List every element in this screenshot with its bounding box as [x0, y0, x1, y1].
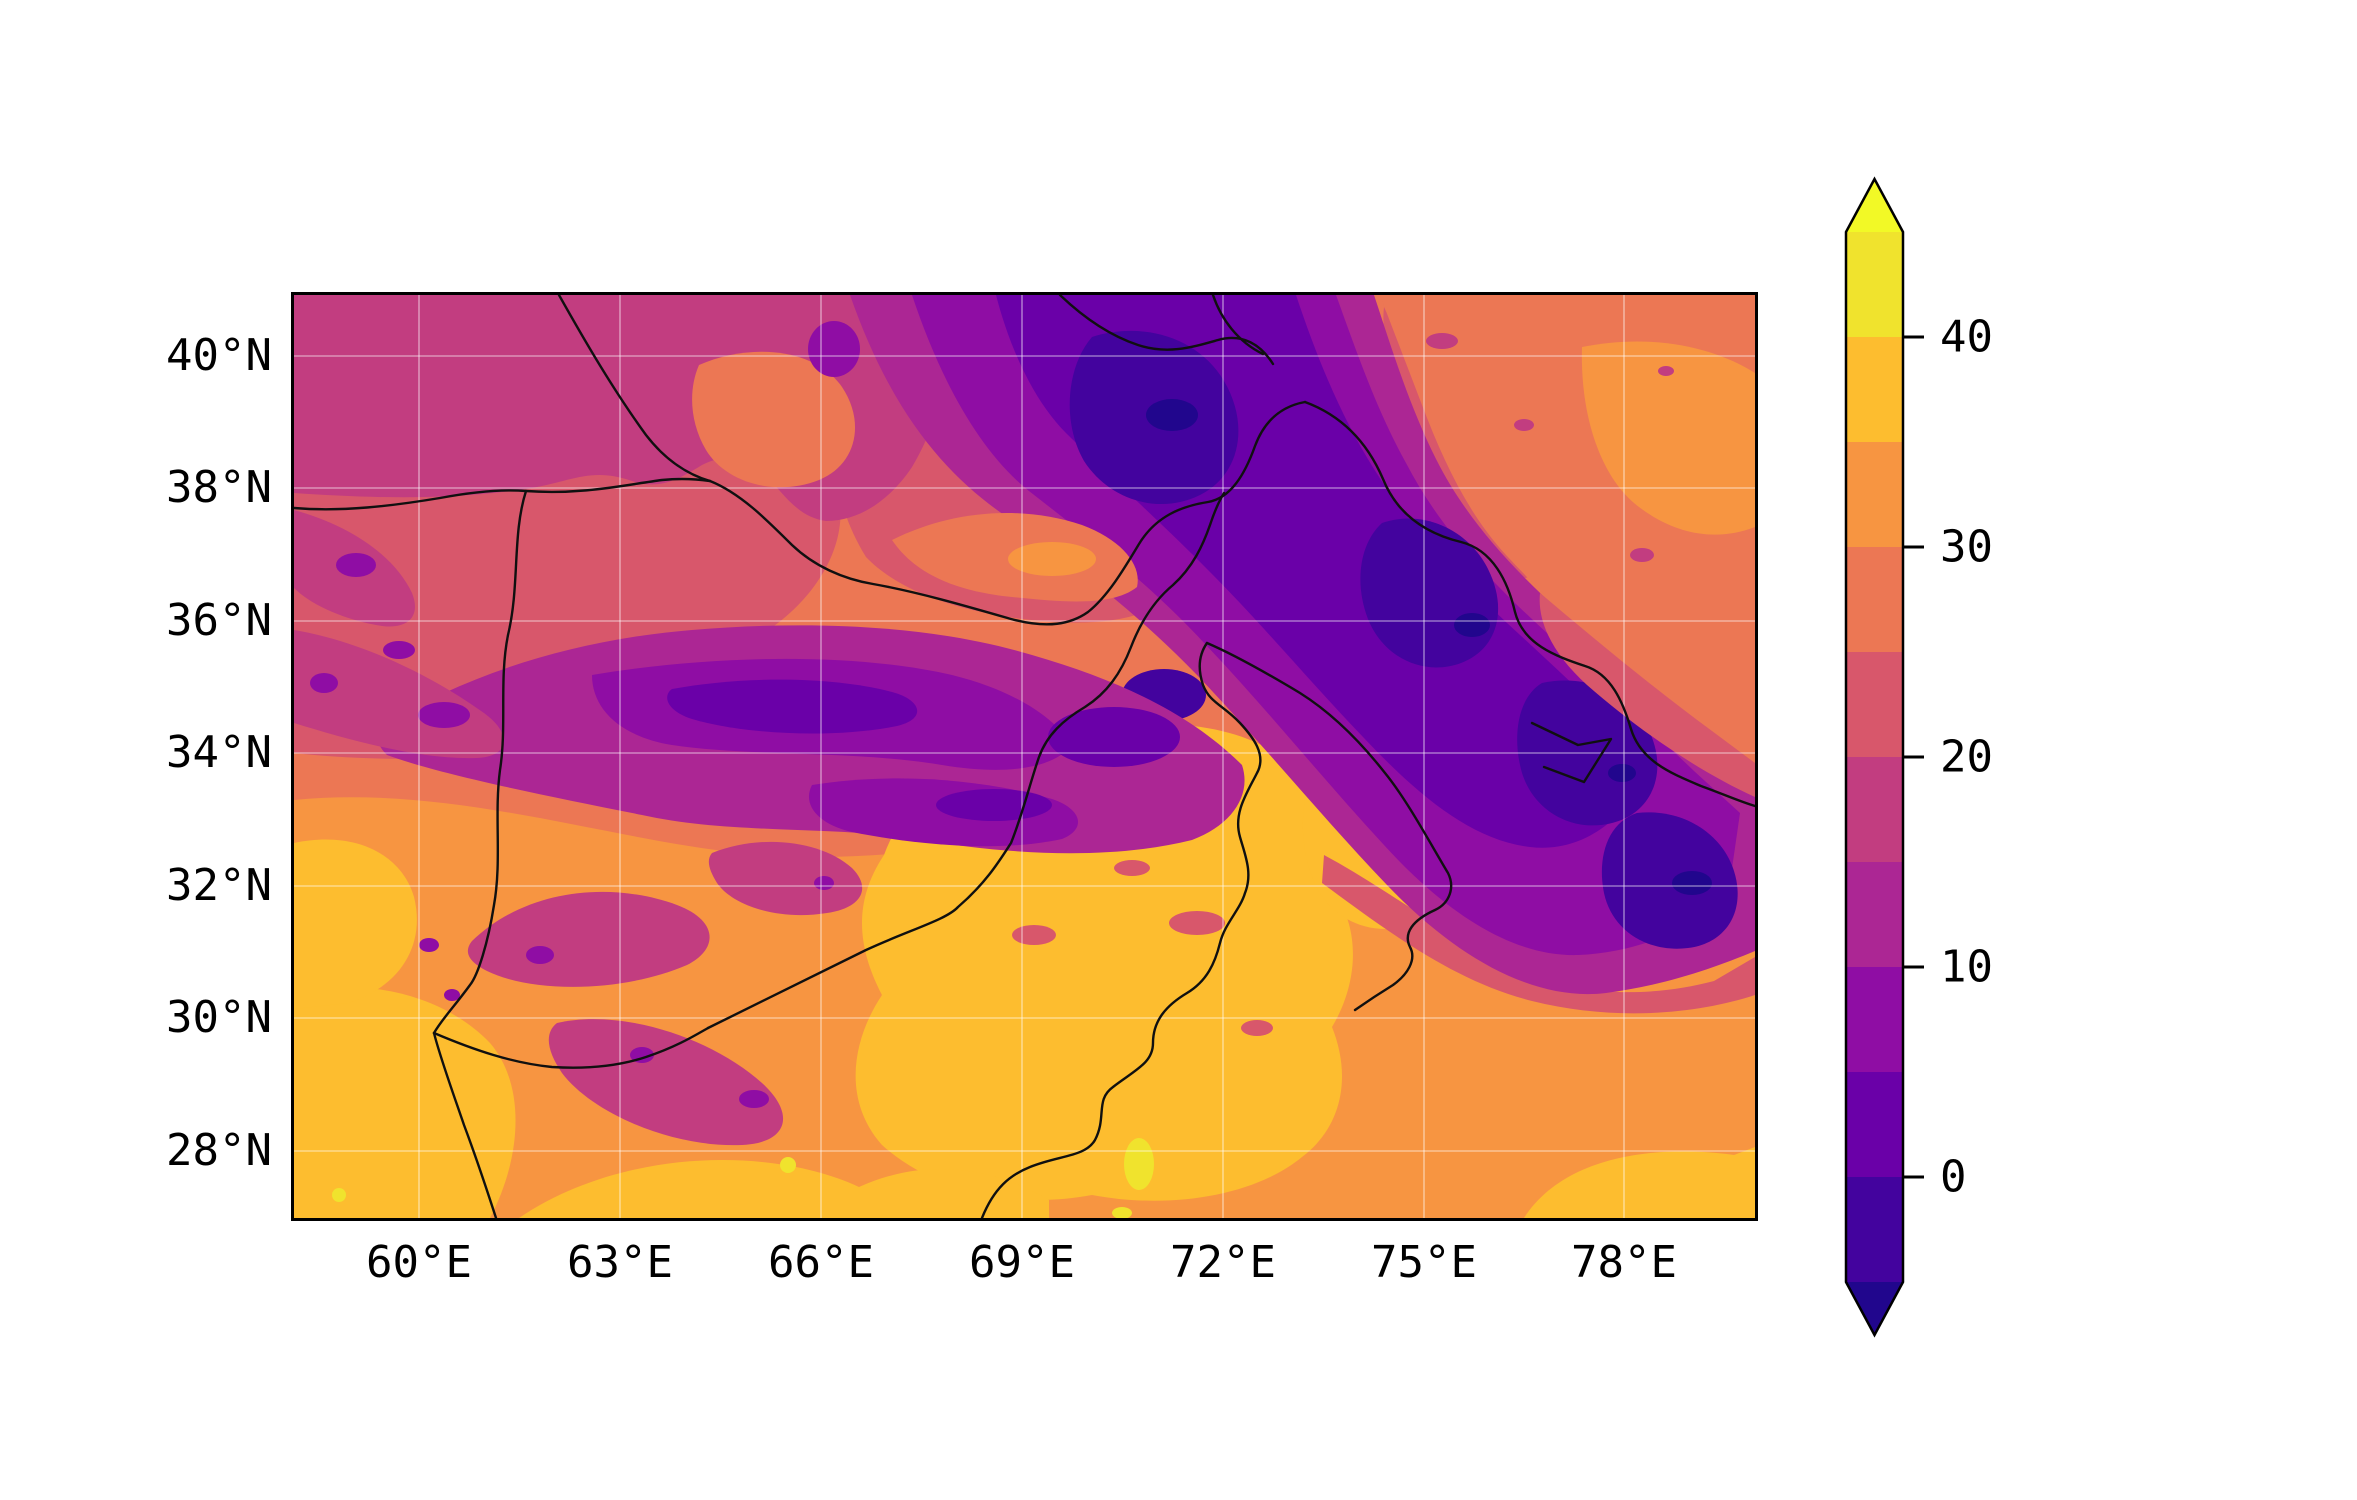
colorbar-outline — [1844, 176, 1905, 1338]
colorbar-band — [1846, 862, 1903, 967]
x-tick-label: 78°E — [1571, 1237, 1677, 1288]
colorbar-band — [1846, 967, 1903, 1072]
colorbar-under-arrow — [1846, 1282, 1903, 1335]
map-gridlines — [294, 295, 1755, 1218]
x-tick-label: 69°E — [969, 1237, 1075, 1288]
country-borders — [294, 295, 1755, 1218]
colorbar-band — [1846, 337, 1903, 442]
colorbar-band — [1846, 547, 1903, 652]
x-tick-label: 66°E — [768, 1237, 874, 1288]
colorbar-band — [1846, 652, 1903, 757]
colorbar-tick-label: 10 — [1940, 942, 1993, 993]
x-tick-label: 75°E — [1371, 1237, 1477, 1288]
colorbar-band — [1846, 232, 1903, 337]
y-tick-label: 28°N — [166, 1125, 272, 1176]
x-tick-label: 63°E — [567, 1237, 673, 1288]
colorbar-tick-label: 0 — [1940, 1152, 1967, 1203]
colorbar-tick-label: 20 — [1940, 732, 1993, 783]
x-tick-label: 72°E — [1170, 1237, 1276, 1288]
colorbar-tick-label: 30 — [1940, 522, 1993, 573]
colorbar-over-arrow — [1846, 179, 1903, 232]
y-tick-label: 38°N — [166, 462, 272, 513]
y-tick-label: 34°N — [166, 727, 272, 778]
y-tick-label: 40°N — [166, 330, 272, 381]
y-tick-label: 32°N — [166, 860, 272, 911]
temperature-contour-map — [294, 295, 1755, 1218]
map-axes — [291, 292, 1758, 1221]
colorbar: 40 30 20 10 0 — [1844, 176, 1993, 1338]
x-tick-label: 60°E — [366, 1237, 472, 1288]
colorbar-band — [1846, 442, 1903, 547]
colorbar-ticks: 40 30 20 10 0 — [1903, 312, 1993, 1203]
colorbar-tick-label: 40 — [1940, 312, 1993, 363]
colorbar-band — [1846, 757, 1903, 862]
colorbar-band — [1846, 1072, 1903, 1177]
colorbar-band — [1846, 1177, 1903, 1282]
colorbar-bands — [1846, 232, 1903, 1282]
y-tick-label: 30°N — [166, 992, 272, 1043]
y-tick-label: 36°N — [166, 595, 272, 646]
